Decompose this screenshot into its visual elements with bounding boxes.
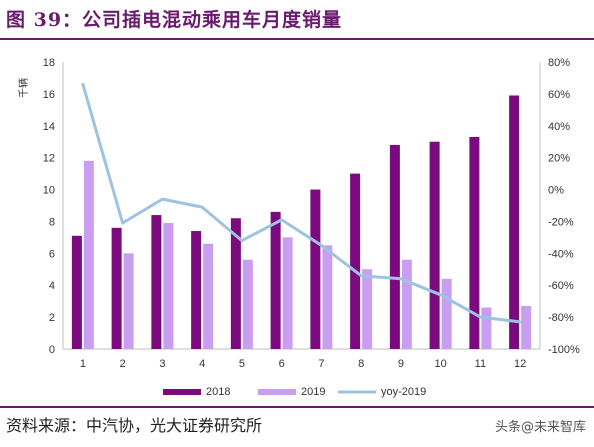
bar-2019 (203, 243, 214, 349)
bar-2019 (242, 259, 253, 349)
bar-2018 (111, 227, 122, 349)
bar-2019 (123, 253, 134, 349)
x-tick-label: 6 (279, 358, 285, 370)
left-tick-label: 18 (43, 57, 55, 69)
right-tick-label: 80% (548, 57, 570, 69)
bar-2018 (230, 218, 241, 349)
right-tick-label: 60% (548, 89, 570, 101)
x-tick-label: 3 (159, 358, 165, 370)
x-axis-ticks: 1 2 3 4 5 6 7 8 9 10 11 12 (80, 358, 526, 370)
x-tick-label: 1 (80, 358, 86, 370)
right-tick-label: -20% (548, 216, 574, 228)
x-tick-label: 5 (239, 358, 245, 370)
legend-label-yoy: yoy-2019 (381, 386, 426, 398)
right-tick-label: 40% (548, 121, 570, 133)
legend-label-2019: 2019 (301, 386, 325, 398)
right-axis-ticks: -100% -80% -60% -40% -20% 0% 20% 40% 60% 80% (548, 57, 580, 356)
bar-2018 (151, 215, 162, 349)
bar-2019 (441, 278, 452, 349)
bar-2018 (270, 211, 281, 349)
right-tick-label: -60% (548, 280, 574, 292)
title-divider (0, 38, 594, 40)
left-tick-label: 16 (43, 89, 55, 101)
bar-2019 (521, 305, 532, 349)
x-tick-label: 10 (435, 358, 447, 370)
legend-swatch-2019 (258, 389, 296, 395)
legend: 2018 2019 yoy-2019 (163, 386, 426, 398)
bar-2018 (429, 141, 440, 349)
left-tick-label: 2 (49, 312, 55, 324)
x-tick-label: 4 (199, 358, 205, 370)
bar-2019 (481, 307, 492, 349)
bar-2018 (469, 136, 480, 349)
left-tick-label: 4 (49, 280, 55, 292)
figure-title: 图 39：公司插电混动乘用车月度销量 (6, 9, 343, 31)
legend-swatch-2018 (163, 389, 201, 395)
bar-2019 (163, 223, 174, 349)
bar-2019 (282, 237, 293, 349)
yoy-2019-line (81, 82, 522, 324)
x-tick-label: 8 (358, 358, 364, 370)
right-tick-label: -80% (548, 312, 574, 324)
right-tick-label: 0% (548, 185, 564, 197)
bar-2019 (322, 245, 333, 349)
y-axis-label-group: 千辆 (17, 78, 30, 98)
left-tick-label: 6 (49, 248, 55, 260)
y-axis-label: 千辆 (17, 78, 30, 98)
x-tick-label: 2 (120, 358, 126, 370)
left-axis-ticks: 0 2 4 6 8 10 12 14 16 18 (43, 57, 55, 356)
legend-label-2018: 2018 (206, 386, 230, 398)
x-tick-label: 11 (475, 358, 486, 370)
bar-2018 (71, 235, 82, 349)
bar-2018 (350, 173, 361, 349)
bar-2018 (310, 189, 321, 349)
x-tick-label: 12 (514, 358, 526, 370)
bar-2019 (362, 269, 373, 349)
left-tick-label: 12 (43, 153, 55, 165)
bar-2019 (83, 160, 94, 349)
bar-2019 (401, 259, 412, 349)
source-note: 资料来源：中汽协，光大证券研究所 (6, 416, 263, 435)
bar-2018 (509, 95, 520, 349)
right-tick-label: -40% (548, 248, 574, 260)
x-tick-label: 7 (318, 358, 324, 370)
left-tick-label: 8 (49, 216, 55, 228)
left-tick-label: 0 (49, 344, 55, 356)
series-2019-bars (83, 160, 532, 349)
right-tick-label: -100% (548, 344, 580, 356)
x-tick-label: 9 (398, 358, 404, 370)
series-2018-bars (71, 95, 520, 349)
right-tick-label: 20% (548, 153, 570, 165)
source-divider (0, 406, 594, 408)
bar-2018 (389, 144, 400, 349)
left-tick-label: 10 (43, 185, 55, 197)
watermark: 头条@未来智库 (494, 420, 586, 435)
left-tick-label: 14 (43, 121, 55, 133)
bar-2018 (191, 231, 202, 349)
